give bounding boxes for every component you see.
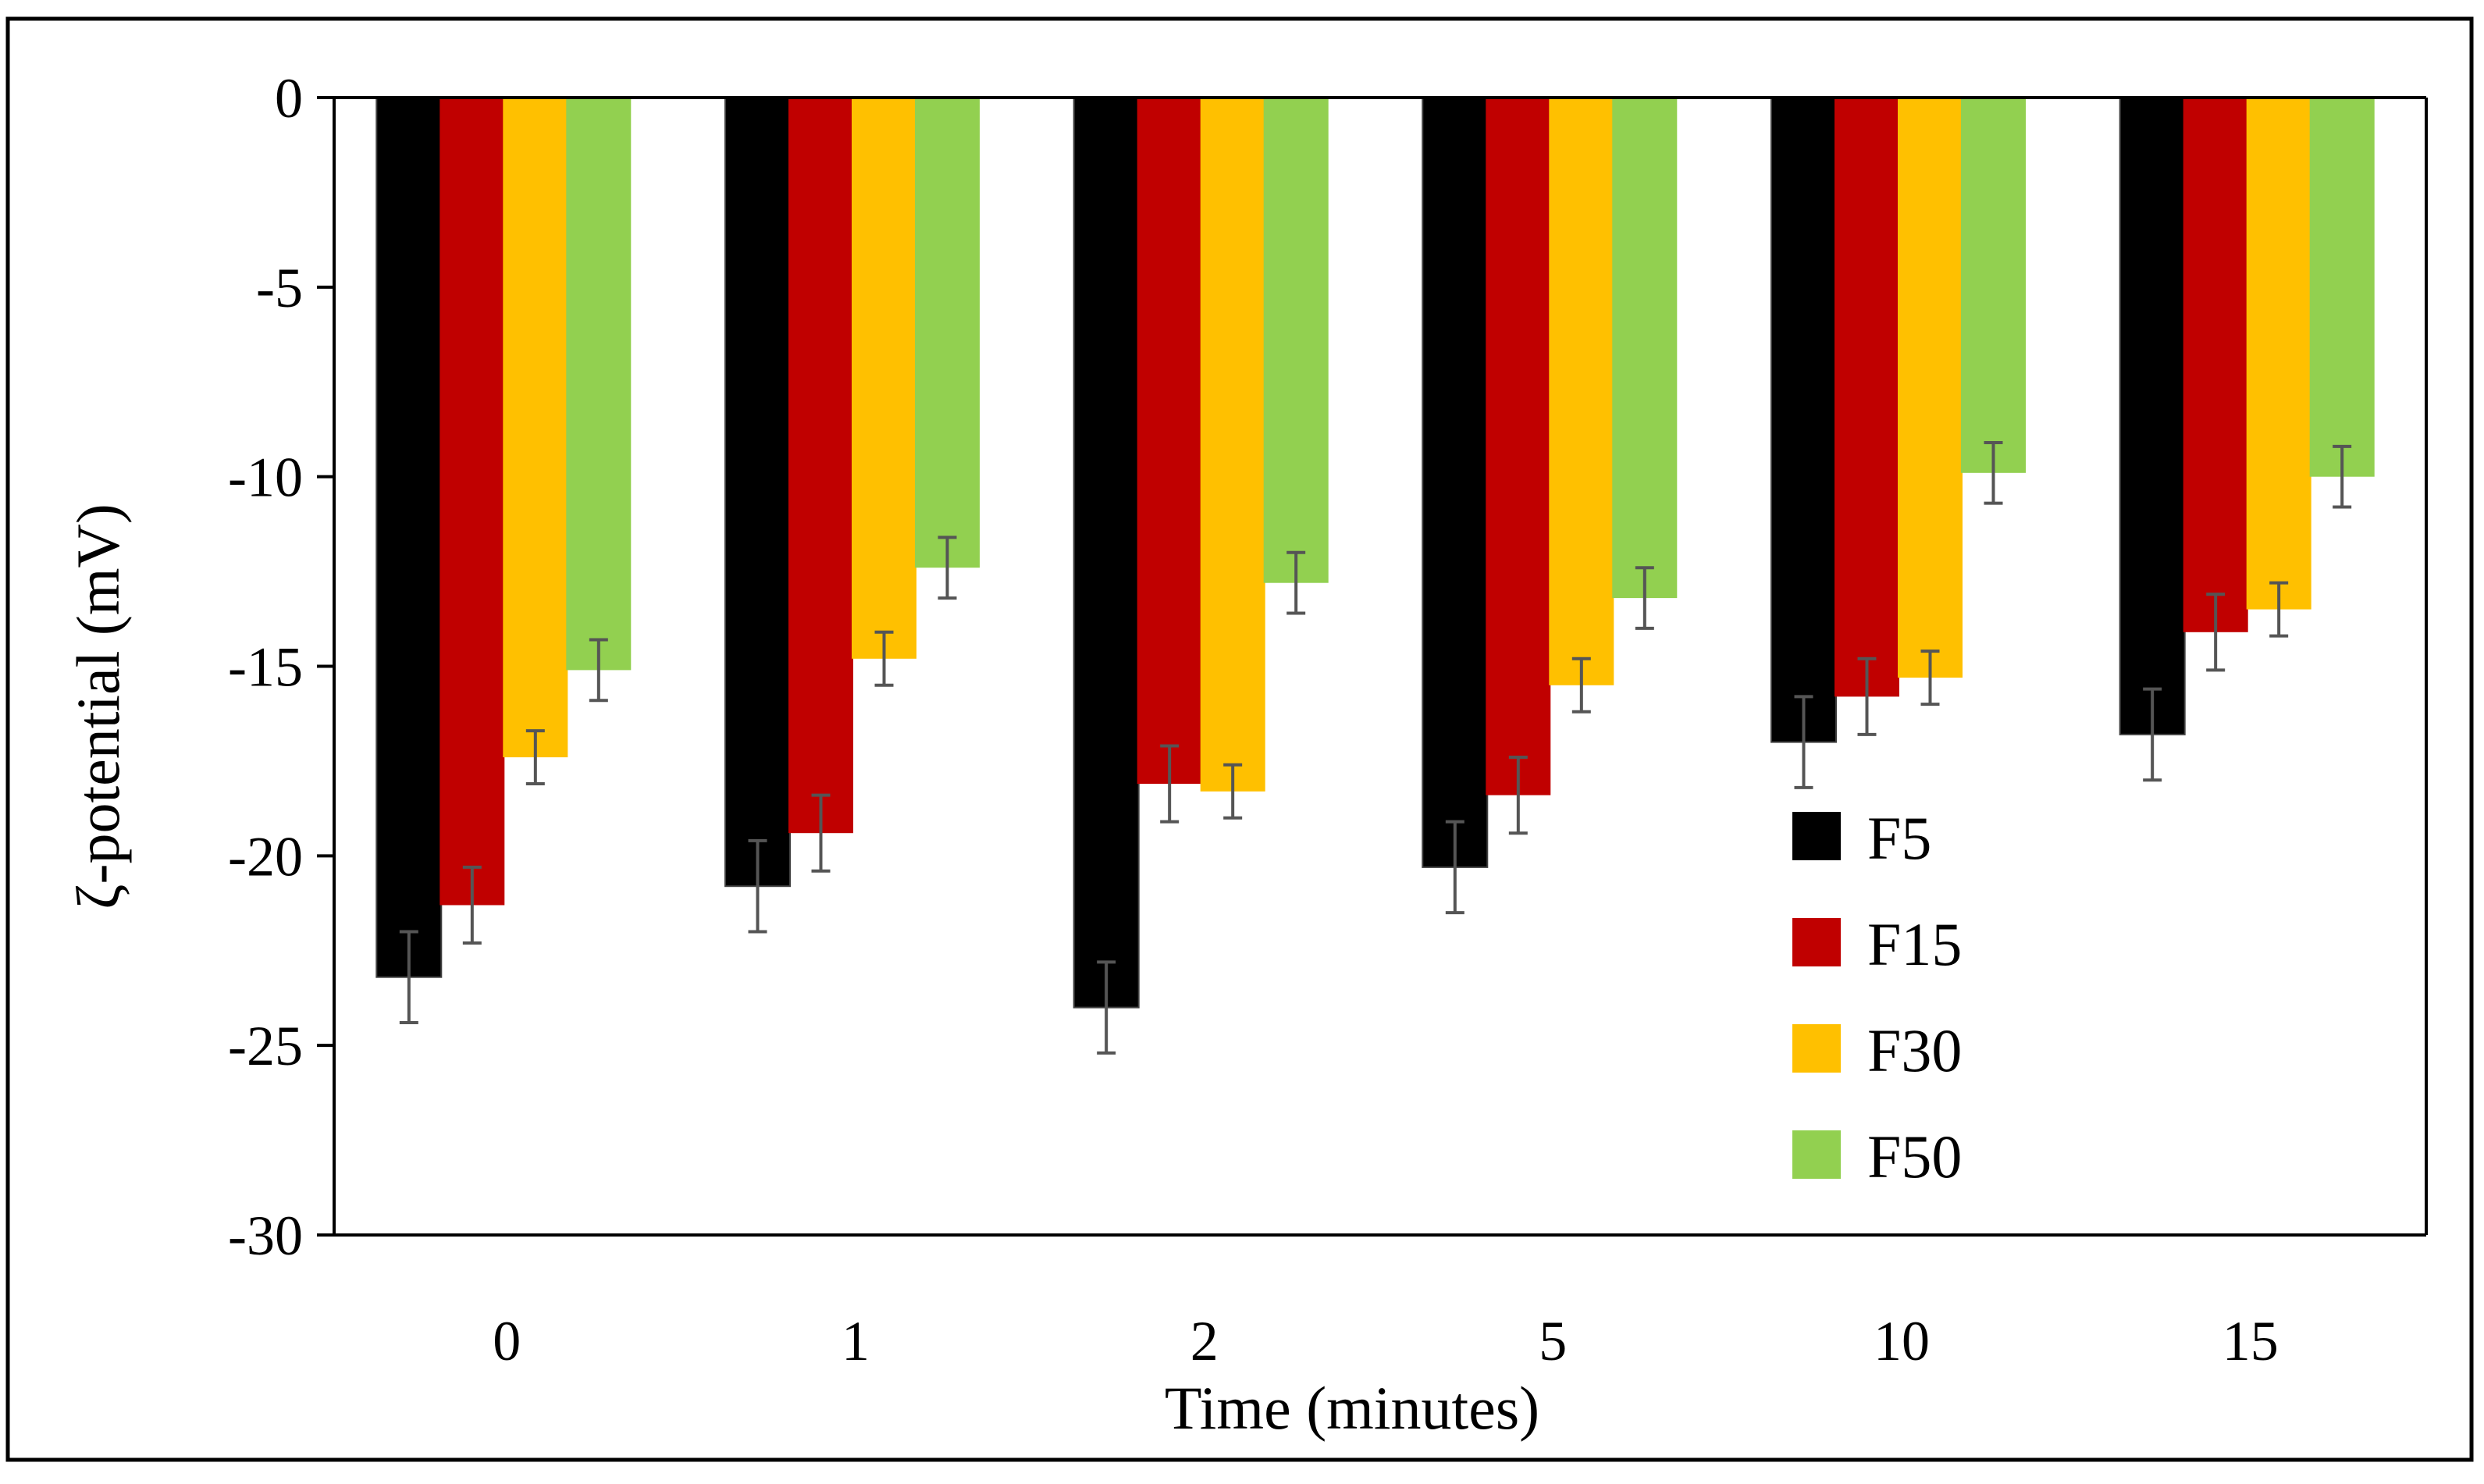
bar-f5-t5	[1422, 97, 1489, 868]
bar-f15-t2	[1137, 98, 1202, 785]
legend-swatch-f5	[1792, 812, 1841, 860]
bar-f5-t15	[2119, 97, 2186, 735]
bar-f15-t15	[2183, 98, 2248, 632]
legend-swatch-f50	[1792, 1130, 1841, 1179]
legend-label-f5: F5	[1867, 804, 1931, 872]
error-bars-layer	[399, 440, 2352, 1055]
bar-f15-t10	[1835, 98, 1899, 697]
bar-f30-t0	[503, 98, 568, 758]
bar-f30-t1	[852, 98, 916, 659]
y-tick-label--15: -15	[228, 636, 303, 699]
x-tick-label-1: 1	[842, 1310, 870, 1372]
bar-f5-t0	[375, 97, 443, 978]
bar-f50-t1	[915, 98, 980, 568]
bar-f5-t2	[1073, 97, 1140, 1009]
x-tick-label-2: 2	[1190, 1310, 1219, 1372]
legend-swatch-f30	[1792, 1024, 1841, 1073]
y-tick-label--25: -25	[228, 1015, 303, 1077]
x-tick-label-15: 15	[2222, 1310, 2279, 1372]
legend: F5 F15 F30 F50	[1792, 804, 1962, 1190]
bar-f30-t15	[2246, 98, 2311, 610]
bar-f15-t5	[1486, 98, 1551, 795]
x-axis-title: Time (minutes)	[1165, 1374, 1539, 1442]
x-tick-label-0: 0	[493, 1310, 521, 1372]
bar-f30-t5	[1549, 98, 1614, 685]
bar-f50-t5	[1612, 98, 1678, 599]
bar-f30-t2	[1200, 98, 1265, 792]
axes-layer: 0 1 2 5 10 15 0 -5 -10 -15 -20 -25 -30	[228, 67, 2428, 1372]
y-tick-label--20: -20	[228, 825, 303, 888]
bar-f50-t15	[2309, 98, 2375, 477]
bar-f5-t1	[724, 97, 791, 888]
bars-layer	[375, 97, 2375, 1009]
bar-f50-t0	[566, 98, 632, 671]
legend-label-f15: F15	[1867, 910, 1962, 978]
y-tick-label--10: -10	[228, 447, 303, 509]
y-tick-label--5: -5	[256, 257, 303, 319]
y-tick-label--30: -30	[228, 1205, 303, 1267]
x-tick-label-10: 10	[1874, 1310, 1930, 1372]
legend-swatch-f15	[1792, 918, 1841, 966]
legend-label-f50: F50	[1867, 1123, 1962, 1190]
bar-f50-t2	[1263, 98, 1329, 583]
bar-f30-t10	[1898, 98, 1963, 678]
y-tick-label-0: 0	[275, 67, 303, 130]
y-axis-title: ζ-potential (mV)	[64, 504, 132, 909]
bar-f50-t10	[1961, 98, 2026, 473]
x-tick-label-5: 5	[1539, 1310, 1567, 1372]
bar-f15-t0	[440, 98, 505, 906]
legend-label-f30: F30	[1867, 1016, 1962, 1084]
bar-f5-t10	[1770, 97, 1837, 743]
bar-f15-t1	[788, 98, 853, 834]
